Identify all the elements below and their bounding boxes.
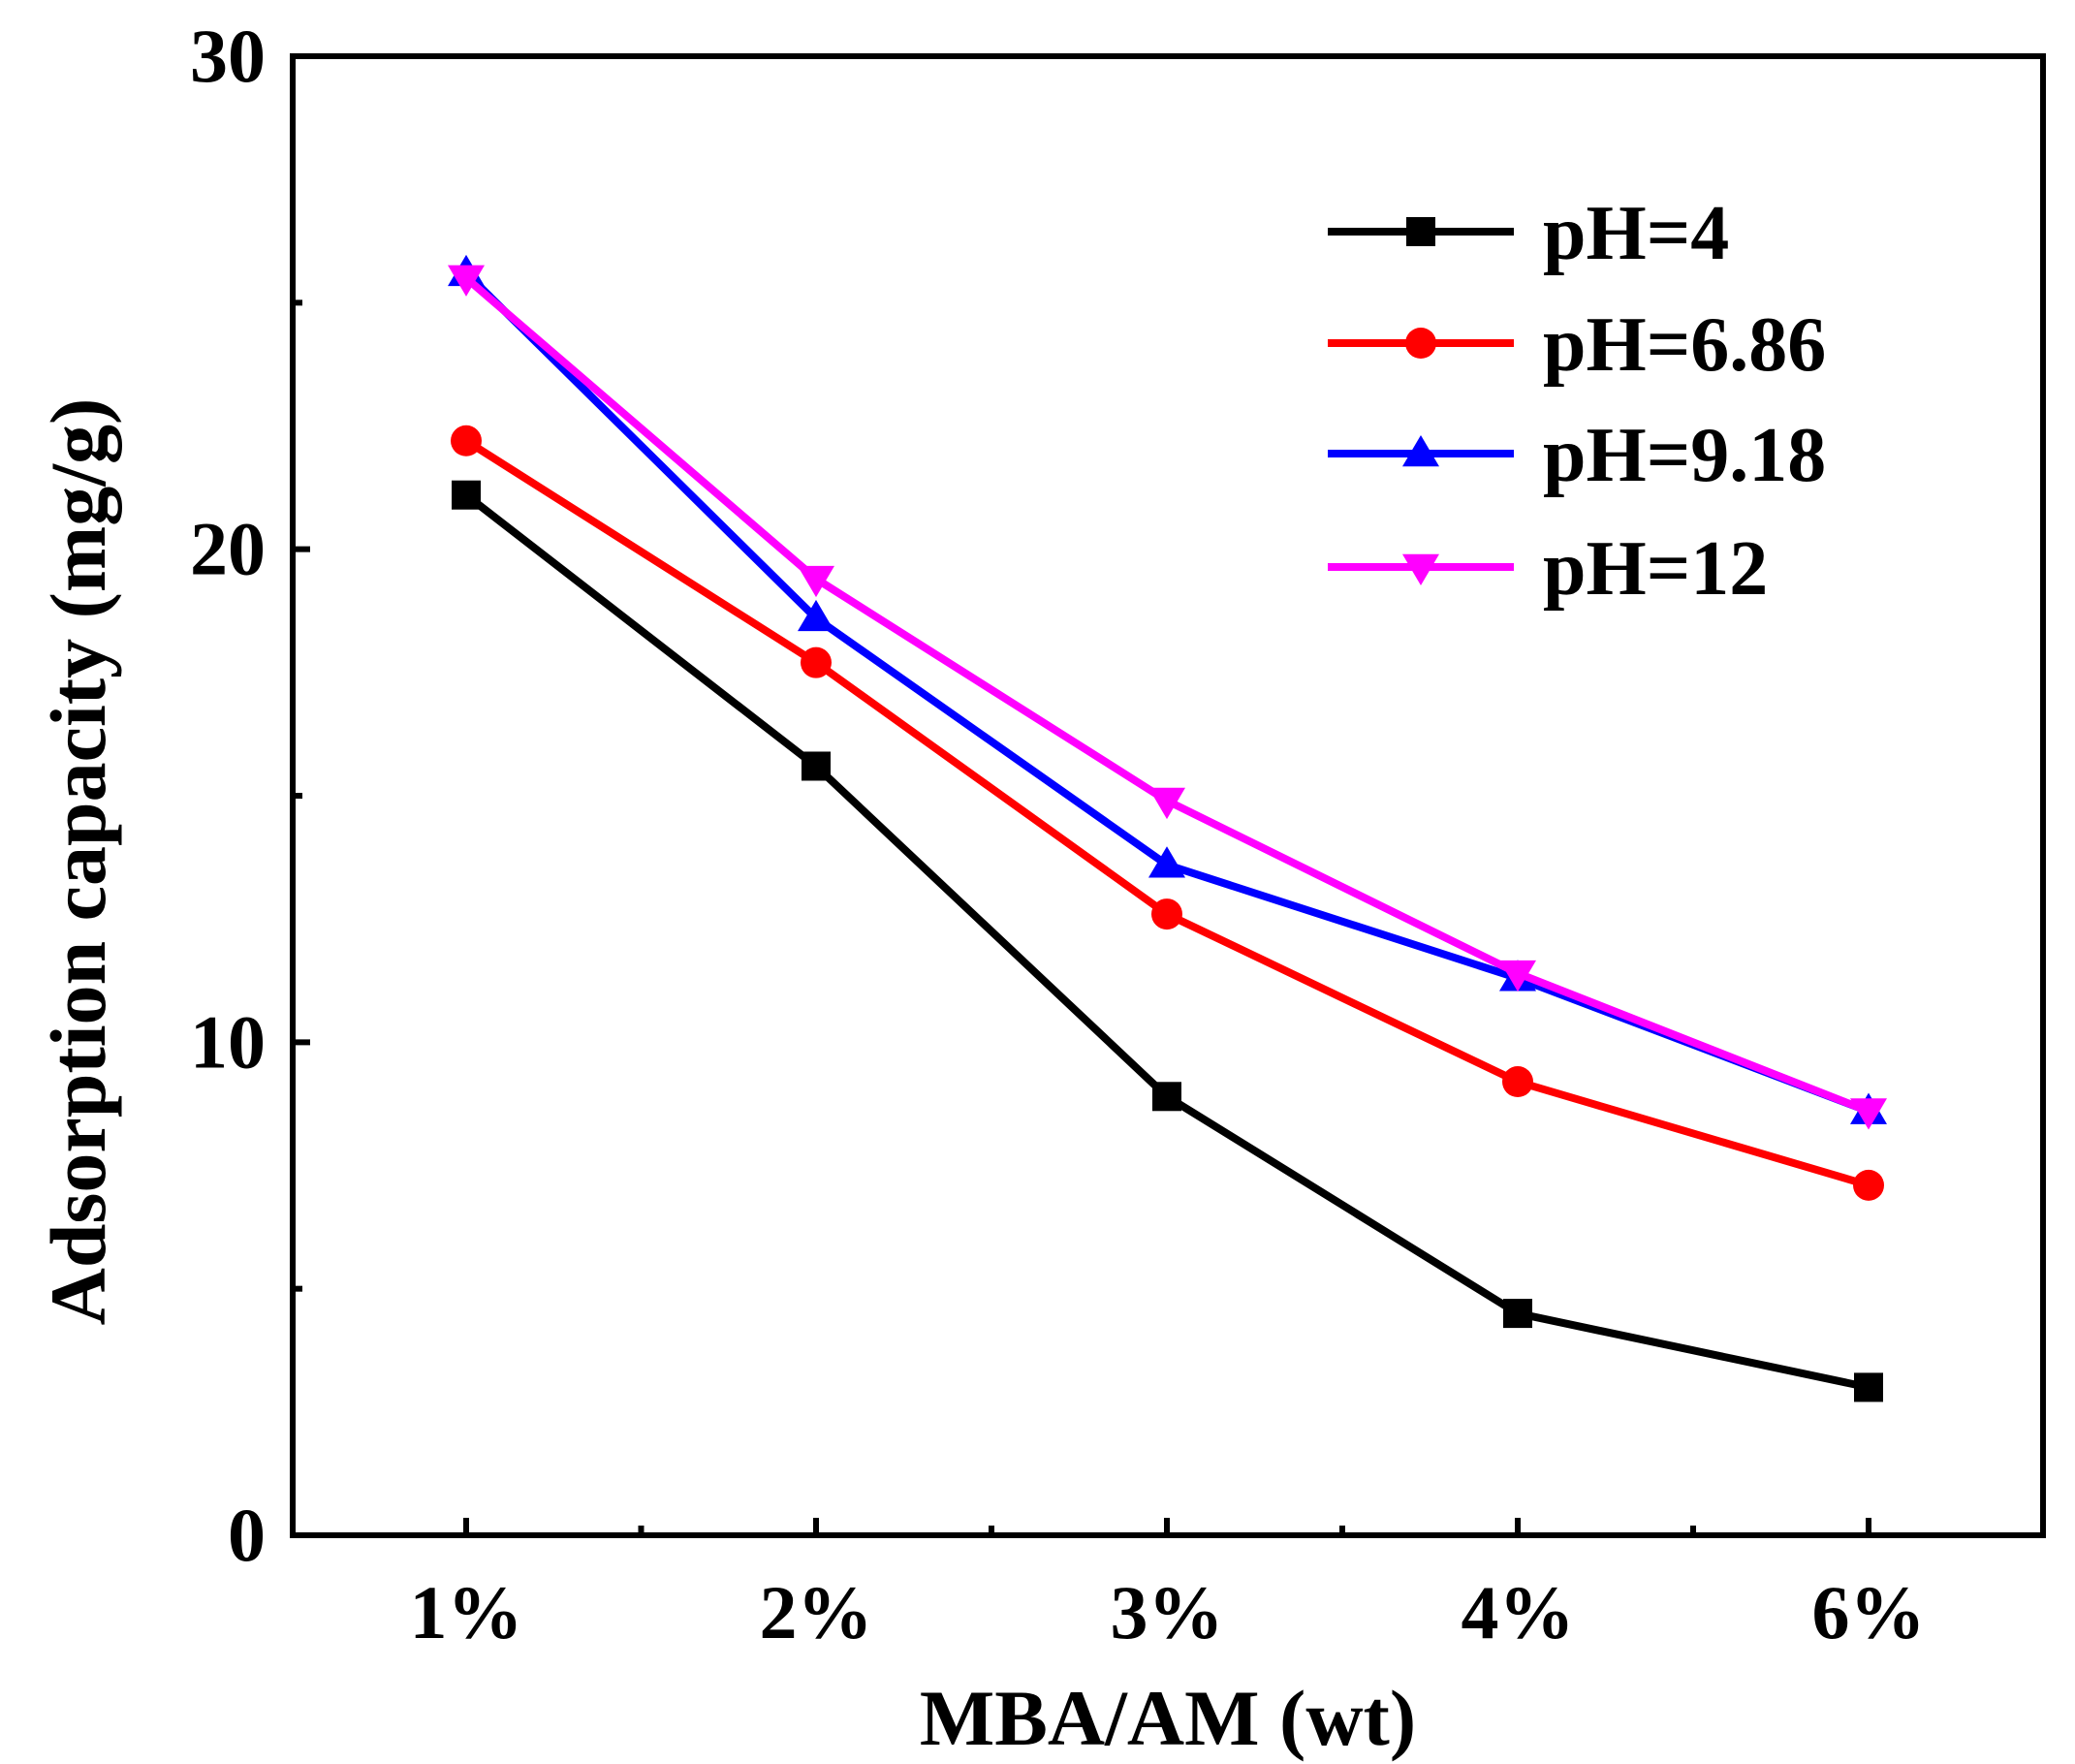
legend-marker [1405,328,1436,359]
x-axis: 1% 2% 3% 4% 6% [410,1518,1926,1654]
legend-label: pH=4 [1543,191,1729,276]
data-point [1148,787,1185,820]
data-point [452,480,481,510]
legend-item: pH=4 [1328,191,1729,276]
legend-item: pH=9.18 [1328,413,1826,498]
data-point [1499,960,1536,992]
legend-label: pH=6.86 [1543,302,1826,388]
x-axis-title: MBA/AM (wt) [920,1674,1416,1762]
series-line [463,269,1871,1116]
legend-label: pH=9.18 [1543,413,1826,498]
data-point [448,265,485,297]
y-axis-title: Adsorption capacity (mg/g) [34,398,122,1326]
data-point [1853,1169,1884,1201]
x-tick-label: 2% [760,1570,873,1654]
y-tick-label: 10 [190,999,266,1084]
data-point [798,599,834,632]
series-line [463,491,1870,1392]
x-tick-label: 1% [410,1570,523,1654]
data-point [798,565,834,598]
legend-item: pH=12 [1328,526,1768,612]
y-axis: 0 10 20 30 [190,14,310,1577]
data-point [802,751,831,781]
x-tick-label: 3% [1111,1570,1224,1654]
data-point [1854,1372,1883,1402]
series-1 [452,480,1883,1402]
legend-item: pH=6.86 [1328,302,1826,388]
data-point [1502,1066,1533,1098]
x-tick-label: 6% [1812,1570,1926,1654]
y-tick-label: 0 [228,1493,266,1577]
legend: pH=4 pH=6.86 pH=9.18 pH=12 [1328,191,1826,612]
series-4 [448,265,1887,1130]
y-tick-label: 30 [190,14,266,98]
data-point [1151,898,1182,930]
data-point [1850,1098,1887,1130]
legend-marker [1406,217,1435,246]
data-point [451,425,482,457]
x-tick-label: 4% [1462,1570,1575,1654]
series-2 [451,425,1884,1201]
legend-label: pH=12 [1543,526,1768,612]
y-tick-label: 20 [190,507,266,591]
data-point [801,646,832,678]
data-point [1152,1082,1181,1112]
data-point [1503,1299,1532,1329]
series-line [463,274,1871,1116]
series-layer [448,254,1887,1402]
legend-marker [1402,553,1439,585]
data-point [1148,846,1185,878]
legend-marker [1402,435,1439,467]
